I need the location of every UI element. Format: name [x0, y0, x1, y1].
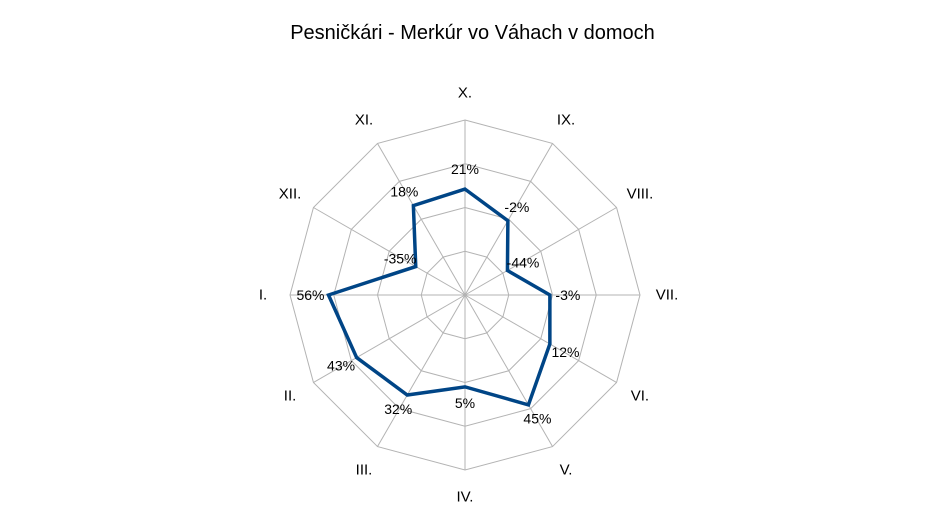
grid-spoke-2 — [464, 207, 617, 296]
data-label: 5% — [455, 395, 475, 411]
data-label: -3% — [555, 287, 580, 303]
grid-spoke-10 — [313, 207, 466, 296]
data-labels: 21% -2% -44% -3% 12% 45% 5% 32% 43% 56% -35% 18% — [296, 161, 580, 427]
data-label: 21% — [451, 161, 479, 177]
data-label: -44% — [507, 255, 540, 271]
category-label: XII. — [279, 186, 302, 203]
category-label: VII. — [656, 287, 679, 304]
category-label: III. — [356, 461, 373, 478]
grid-spoke-5 — [464, 294, 553, 447]
category-label: VI. — [631, 388, 649, 405]
category-label: X. — [458, 85, 472, 102]
category-label: XI. — [355, 112, 373, 129]
data-label: 32% — [384, 401, 412, 417]
grid-spoke-7 — [377, 294, 466, 447]
data-label: 56% — [296, 287, 324, 303]
series-line-0 — [326, 187, 552, 408]
category-label: V. — [560, 461, 573, 478]
data-label: -35% — [384, 251, 417, 267]
category-label: IX. — [557, 112, 575, 129]
grid-spoke-4 — [464, 294, 617, 383]
radar-series — [326, 187, 552, 408]
category-label: IV. — [457, 489, 474, 506]
category-label: II. — [284, 388, 297, 405]
chart-title: Pesničkári - Merkúr vo Váhach v domoch — [290, 22, 655, 44]
category-labels: X. IX. VIII. VII. VI. V. IV. III. II. I. XII. XI. — [259, 85, 678, 506]
data-label: 18% — [390, 184, 418, 200]
data-label: 43% — [327, 358, 355, 374]
category-label: VIII. — [627, 186, 654, 203]
grid-spoke-8 — [313, 294, 466, 383]
grid-spoke-11 — [377, 143, 466, 296]
data-label: -2% — [504, 199, 529, 215]
data-label: 12% — [551, 344, 579, 360]
category-label: I. — [259, 287, 267, 304]
data-label: 45% — [523, 411, 551, 427]
radar-grid — [289, 119, 641, 471]
